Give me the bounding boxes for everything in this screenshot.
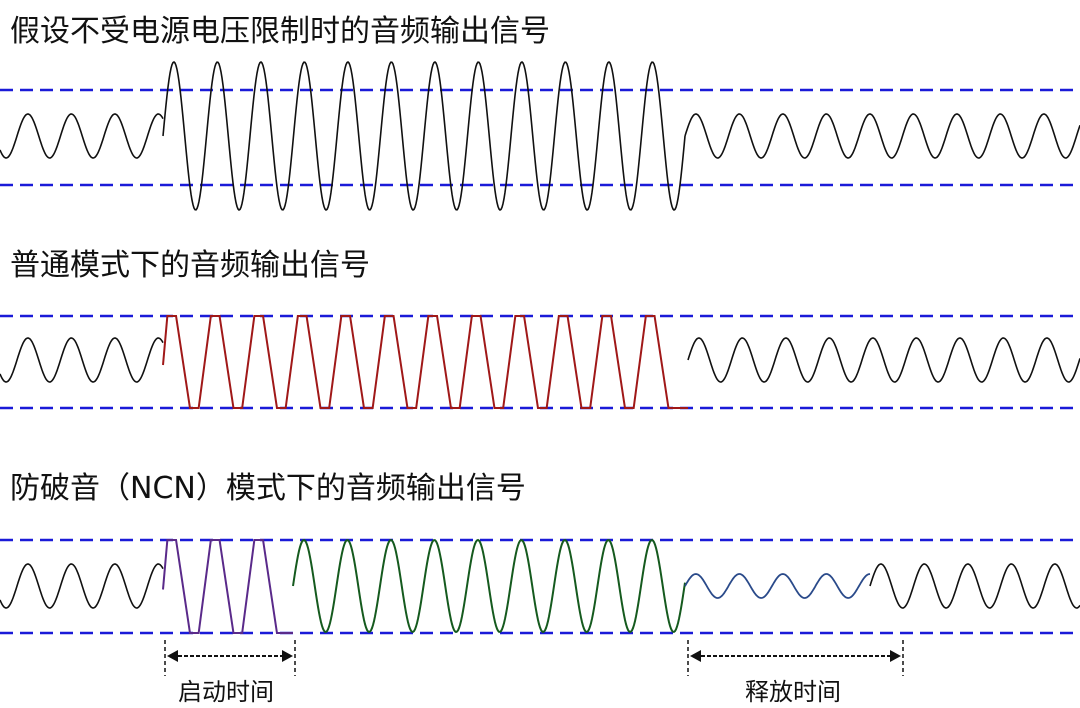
attack-arrow-head-left (167, 650, 178, 662)
panel-unlimited-title: 假设不受电源电压限制时的音频输出信号 (10, 14, 550, 49)
release-time-label: 释放时间 (745, 678, 841, 706)
attack-phase-wave (162, 539, 293, 634)
small-signal-wave (684, 113, 1080, 159)
panel-normal-title: 普通模式下的音频输出信号 (10, 248, 370, 283)
release-arrow-head-left (690, 650, 701, 662)
release-arrow-head-right (890, 650, 901, 662)
small-signal-wave (869, 563, 1080, 609)
ncn-limited-wave (292, 538, 686, 634)
attack-time-label: 启动时间 (178, 678, 274, 706)
attack-arrow-head-right (282, 650, 293, 662)
panel-ncn-title: 防破音（NCN）模式下的音频输出信号 (10, 471, 526, 506)
small-signal-wave (0, 337, 164, 383)
small-signal-wave (687, 337, 1080, 383)
clipped-signal-wave (162, 315, 688, 409)
small-signal-wave (0, 563, 164, 609)
large-signal-wave (162, 60, 686, 212)
release-phase-wave (684, 573, 871, 599)
small-signal-wave (0, 113, 164, 159)
